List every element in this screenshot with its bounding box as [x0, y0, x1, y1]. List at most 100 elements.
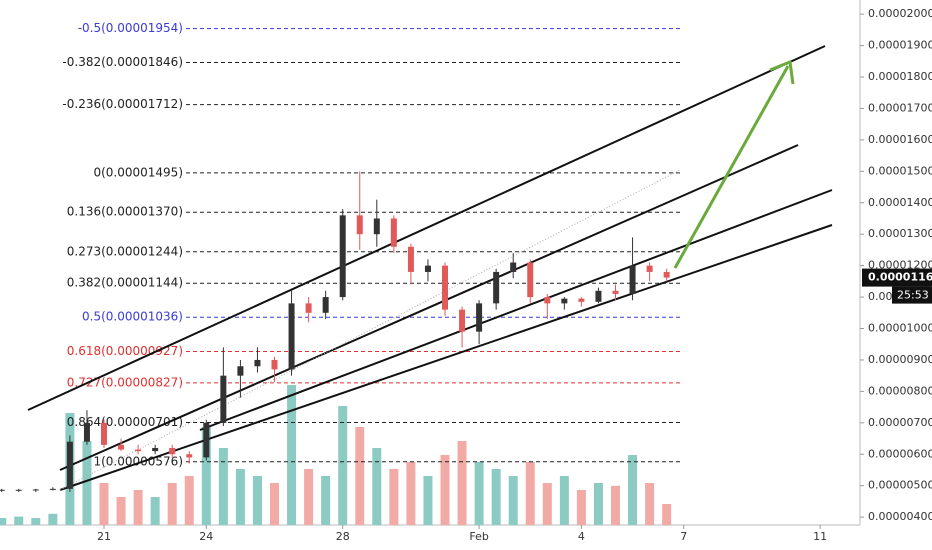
fib-label: 0.5(0.00001036): [82, 310, 183, 324]
fib-label: 0.136(0.00001370): [67, 205, 183, 219]
y-tick-label: 0.00001000: [868, 322, 932, 335]
volume-bar: [133, 490, 143, 525]
channel-line: [59, 224, 833, 491]
fib-label: -0.382(0.00001846): [62, 55, 183, 69]
y-tick-label: 0.00000900: [868, 353, 932, 366]
x-tick-label: 7: [680, 530, 687, 543]
x-tick-label: 11: [813, 530, 827, 543]
volume-bar: [252, 476, 262, 525]
volume-bar: [628, 455, 638, 525]
volume-bar: [491, 469, 501, 525]
volume-bar: [423, 476, 433, 525]
y-tick-label: 0.00001400: [868, 196, 932, 209]
volume-bar: [406, 462, 416, 525]
candle-body: [220, 375, 227, 423]
volume-bar: [31, 518, 41, 525]
volume-bar: [611, 485, 621, 525]
arrow: [673, 59, 795, 269]
candle-body: [237, 366, 244, 376]
volume-bar: [542, 483, 552, 525]
volume-bar: [389, 469, 399, 525]
candle-body: [288, 303, 295, 370]
y-tick-label: 0.00001600: [868, 133, 932, 146]
candle-body: [49, 488, 56, 490]
channel-line: [59, 144, 799, 471]
fib-label: 0.382(0.00001144): [67, 276, 183, 290]
volume-bar: [14, 516, 24, 525]
volume-bar: [218, 448, 228, 525]
candle-body: [186, 454, 193, 458]
y-tick-label: 0.00001200: [868, 259, 932, 272]
axis-layer: 0.00002000 0.00001900 0.00001800 0.00001700…: [97, 7, 932, 543]
candle-body: [424, 265, 431, 272]
fib-label: 0.727(0.00000827): [67, 375, 183, 389]
volume-bar: [0, 518, 7, 525]
candle-body: [493, 271, 500, 304]
candle-body: [135, 449, 142, 452]
candle-body: [271, 359, 278, 370]
candle-body: [152, 447, 159, 452]
candle-body: [476, 303, 483, 332]
fib-label: 0.864(0.00000701): [67, 415, 183, 429]
candle-body: [322, 297, 329, 313]
candle-body: [442, 265, 449, 310]
x-tick-label: 21: [97, 530, 111, 543]
fib-label: -0.236(0.00001712): [62, 97, 183, 111]
candle-body: [32, 489, 39, 491]
candle-body: [527, 262, 534, 298]
countdown-label: 25:53: [897, 289, 929, 302]
fib-label: -0.5(0.00001954): [78, 21, 183, 35]
volume-bar: [150, 497, 160, 525]
y-tick-label: 0.00001900: [868, 39, 932, 52]
y-tick-label: 0.00000500: [868, 479, 932, 492]
volume-bar: [304, 469, 314, 525]
volume-bar: [116, 497, 126, 525]
y-tick-label: 0.00002000: [868, 7, 932, 20]
candle-body: [305, 303, 312, 313]
candle-body: [339, 215, 346, 298]
candle-body: [66, 441, 73, 489]
arrow-head: [769, 59, 795, 85]
y-tick-label: 0.00001800: [868, 70, 932, 83]
candle-body: [459, 309, 466, 332]
candle-body: [254, 359, 261, 367]
candle-body: [373, 218, 380, 235]
candle-body: [15, 489, 22, 491]
candle-layer: [0, 171, 670, 492]
volume-layer: [0, 385, 672, 525]
candle-body: [101, 422, 108, 445]
candle-body: [0, 489, 5, 491]
candle-body: [595, 290, 602, 302]
volume-bar: [270, 483, 280, 525]
volume-bar: [593, 483, 603, 525]
y-tick-label: 0.00001700: [868, 101, 932, 114]
fib-label: 0(0.00001495): [93, 165, 183, 179]
candle-body: [390, 218, 397, 247]
candle-body: [663, 271, 670, 278]
volume-bar: [338, 406, 348, 525]
volume-bar: [355, 427, 365, 525]
y-tick-label: 0.00001300: [868, 227, 932, 240]
last-price-box: [862, 268, 932, 287]
volume-bar: [48, 513, 58, 525]
candle-body: [544, 297, 551, 304]
y-tick-label: 0.00000600: [868, 447, 932, 460]
volume-bar: [576, 490, 586, 525]
volume-bar: [287, 385, 297, 525]
x-tick-label: Feb: [469, 530, 488, 543]
y-tick-label: 0.00000400: [868, 510, 932, 523]
volume-bar: [235, 469, 245, 525]
candle-body: [203, 422, 210, 458]
y-tick-label: 0.00000800: [868, 384, 932, 397]
candle-body: [169, 447, 176, 455]
candle-body: [407, 246, 414, 272]
fib-layer: -0.5(0.00001954) -0.382(0.00001846) -0.236…: [62, 21, 680, 468]
channel-line: [199, 189, 833, 431]
volume-bar: [645, 483, 655, 525]
channel-line: [27, 45, 826, 411]
volume-bar: [525, 462, 535, 525]
x-tick-label: 24: [199, 530, 213, 543]
fib-label: 1(0.00000576): [93, 454, 183, 468]
